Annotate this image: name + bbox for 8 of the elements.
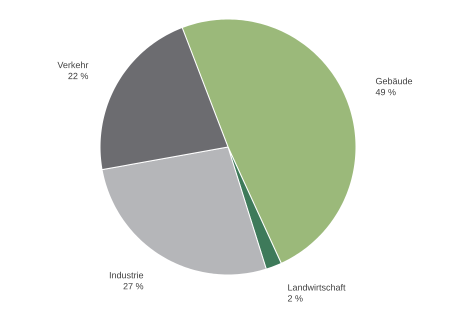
data-label: 22 % bbox=[68, 72, 88, 80]
data-label: 2 % bbox=[288, 295, 303, 302]
data-label: 49 % bbox=[376, 88, 396, 96]
data-label: 27 % bbox=[124, 283, 144, 290]
slice-label: Industrie bbox=[110, 272, 144, 278]
slice-label: Verkehr bbox=[57, 62, 88, 68]
slice-label: Gebäude bbox=[376, 78, 412, 84]
slice-label: Landwirtschaft bbox=[288, 284, 346, 291]
